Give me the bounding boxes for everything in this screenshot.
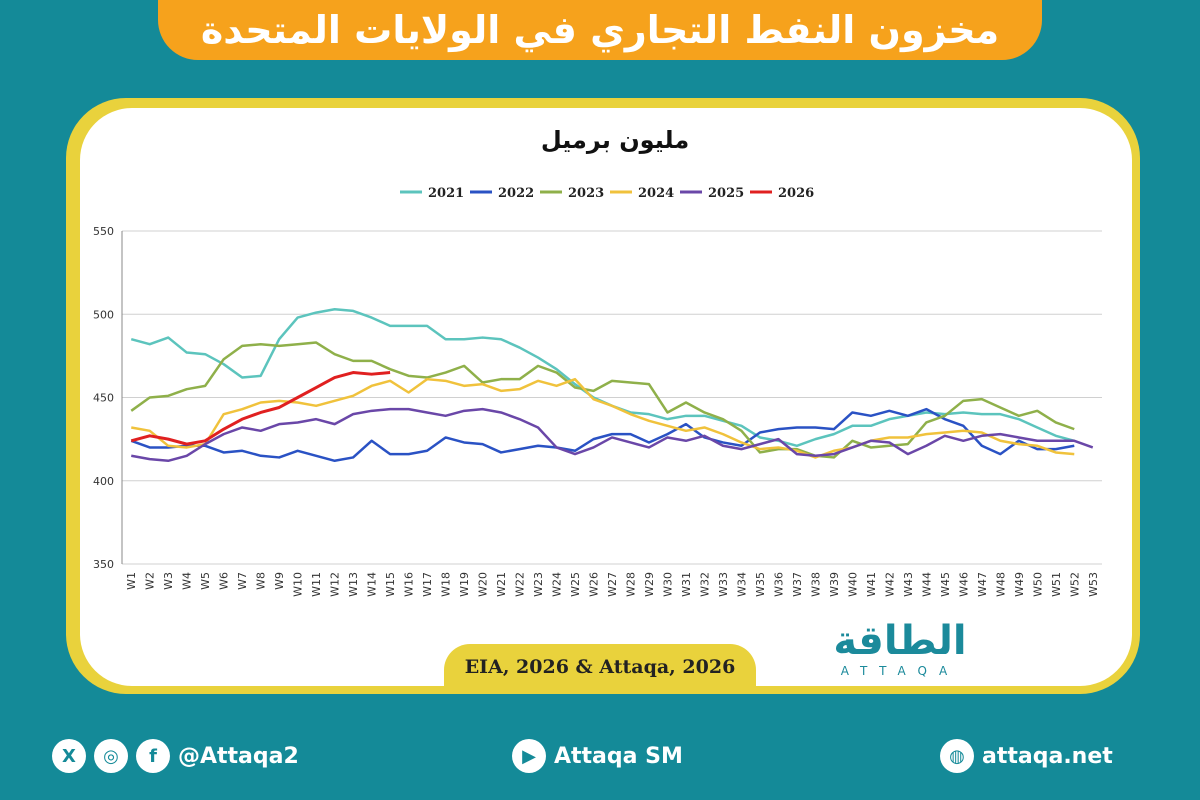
y-tick-label: 500 (93, 308, 114, 321)
x-tick-label: W52 (1068, 572, 1081, 597)
x-tick-label: W14 (366, 572, 379, 597)
x-tick-label: W51 (1050, 572, 1063, 597)
x-tick-label: W42 (883, 572, 896, 597)
title-banner: مخزون النفط التجاري في الولايات المتحدة (158, 0, 1042, 60)
x-tick-label: W21 (495, 572, 508, 597)
y-tick-label: 450 (93, 392, 114, 405)
x-tick-label: W4 (181, 572, 194, 590)
source: EIA, 2026 & Attaqa, 2026 (464, 656, 736, 678)
x-tick-label: W25 (569, 572, 582, 597)
chart-subtitle: مليون برميل (541, 126, 689, 154)
x-tick-label: W36 (772, 572, 785, 597)
x-tick-label: W19 (458, 572, 471, 597)
x-tick-label: W17 (421, 572, 434, 597)
x-tick-label: W15 (384, 572, 397, 597)
x-tick-label: W43 (902, 572, 915, 597)
x-tick-label: W45 (939, 572, 952, 597)
x-tick-label: W8 (255, 572, 268, 590)
series-line (130, 341, 1075, 459)
x-tick-label: W16 (403, 572, 416, 597)
x-tick-label: W12 (329, 572, 342, 597)
x-tick-label: W40 (846, 572, 859, 597)
logo-name: الطاقة (833, 618, 967, 664)
x-tick-label: W53 (1087, 572, 1100, 597)
series-line (130, 407, 1075, 463)
x-tick-label: W48 (994, 572, 1007, 597)
x-tick-label: W7 (236, 572, 249, 590)
x-tick-label: W10 (292, 572, 305, 597)
legend-label: 2021 (428, 186, 464, 201)
x-tick-label: W34 (735, 572, 748, 597)
x-tick-label: W35 (754, 572, 767, 597)
y-tick-label: 350 (93, 558, 114, 571)
x-tick-label: W23 (532, 572, 545, 597)
x-tick-label: W18 (440, 572, 453, 597)
x-tick-label: W31 (680, 572, 693, 597)
series-line (130, 371, 391, 446)
x-tick-label: W30 (661, 572, 674, 597)
y-tick-label: 400 (93, 475, 114, 488)
footer-youtube: ▶ Attaqa SM (512, 736, 683, 776)
legend-label: 2023 (568, 186, 604, 201)
legend-label: 2022 (498, 186, 534, 201)
x-tick-label: W26 (588, 572, 601, 597)
x-tick-label: W9 (273, 572, 286, 590)
x-tick-label: W33 (717, 572, 730, 597)
x-tick-label: W6 (218, 572, 231, 590)
x-tick-label: W39 (828, 572, 841, 597)
x-tick-label: W28 (624, 572, 637, 597)
youtube-icon[interactable]: ▶ (512, 739, 546, 773)
x-tick-label: W44 (920, 572, 933, 597)
x-tick-label: W47 (976, 572, 989, 597)
source-pill: EIA, 2026 & Attaqa, 2026 (444, 644, 756, 692)
x-tick-label: W29 (643, 572, 656, 597)
youtube-handle: Attaqa SM (554, 743, 683, 769)
globe-icon[interactable]: ◍ (940, 739, 974, 773)
x-tick-label: W3 (162, 572, 175, 590)
x-tick-label: W13 (347, 572, 360, 597)
website: attaqa.net (982, 743, 1113, 769)
x-icon[interactable]: X (52, 739, 86, 773)
x-tick-label: W49 (1013, 572, 1026, 597)
x-tick-label: W22 (514, 572, 527, 597)
x-tick-label: W20 (477, 572, 490, 597)
x-tick-label: W24 (551, 572, 564, 597)
x-tick-label: W1 (125, 572, 138, 590)
x-tick-label: W5 (199, 572, 212, 590)
facebook-icon[interactable]: f (136, 739, 170, 773)
x-tick-label: W11 (310, 572, 323, 597)
x-tick-label: W2 (144, 572, 157, 590)
footer-web: ◍ attaqa.net (940, 736, 1113, 776)
legend-label: 2025 (708, 186, 744, 201)
y-tick-label: 550 (93, 225, 114, 238)
x-tick-label: W41 (865, 572, 878, 597)
x-tick-label: W32 (698, 572, 711, 597)
x-tick-label: W46 (957, 572, 970, 597)
x-tick-label: W27 (606, 572, 619, 597)
x-tick-label: W50 (1031, 572, 1044, 597)
page-title: مخزون النفط التجاري في الولايات المتحدة (200, 8, 1000, 52)
logo: الطاقة ATTAQA (805, 618, 995, 678)
series-line (131, 407, 1094, 463)
x-tick-label: W38 (809, 572, 822, 597)
social-handle: @Attaqa2 (178, 743, 299, 769)
x-tick-label: W37 (791, 572, 804, 597)
legend-label: 2026 (778, 186, 814, 201)
footer-social: X ◎ f @Attaqa2 (52, 736, 299, 776)
series-line (131, 377, 1075, 459)
logo-latin: ATTAQA (840, 664, 960, 678)
legend-label: 2024 (638, 186, 674, 201)
instagram-icon[interactable]: ◎ (94, 739, 128, 773)
